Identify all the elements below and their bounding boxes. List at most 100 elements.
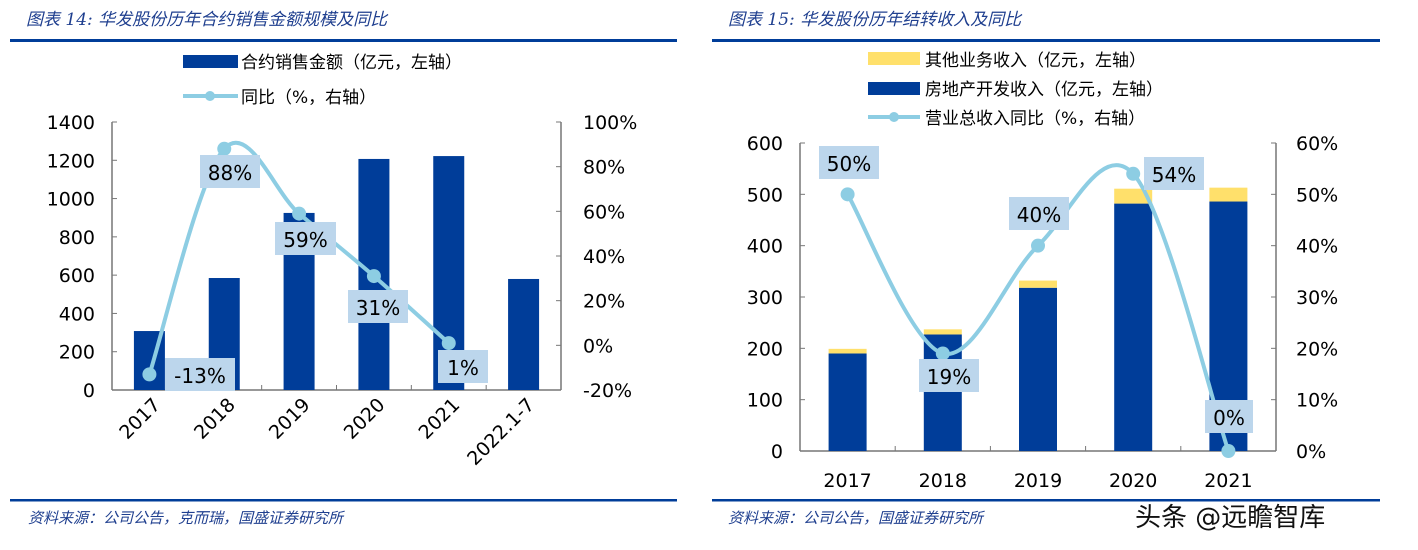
x-tick-label: 2020: [340, 394, 390, 444]
bar-2020: [1114, 188, 1153, 204]
source-rule-right: [712, 499, 1380, 502]
right-tick-label: 40%: [1296, 236, 1338, 258]
x-tick-label: 2020: [1109, 470, 1157, 492]
x-tick-label: 2022.1-7: [463, 394, 539, 470]
data-label-box: [1009, 197, 1069, 230]
data-label-box: [348, 290, 408, 323]
right-tick-label: 50%: [1296, 184, 1338, 206]
x-tick-label: 2021: [1204, 470, 1252, 492]
left-tick-label: 1000: [47, 189, 95, 211]
left-tick-label: 1200: [47, 150, 95, 172]
data-label-box: [438, 350, 488, 383]
x-tick-label: 2019: [1014, 470, 1062, 492]
watermark: 头条 @远瞻智库: [1135, 503, 1325, 533]
x-tick-label: 2018: [919, 470, 967, 492]
legend-label-realestate: 房地产开发收入（亿元，左轴）: [925, 80, 1163, 100]
data-label-box: [275, 222, 336, 255]
x-tick-label: 2018: [190, 394, 240, 444]
left-tick-label: 600: [59, 265, 95, 287]
right-tick-label: 30%: [1296, 287, 1338, 309]
data-label: 31%: [356, 296, 400, 320]
left-tick-label: 500: [747, 184, 783, 206]
data-label-box: [819, 146, 879, 179]
right-tick-label: 40%: [583, 246, 625, 268]
title-rule-right: [712, 39, 1380, 42]
right-tick-label: 60%: [583, 201, 625, 223]
data-label: 19%: [927, 365, 971, 389]
left-tick-label: 0: [771, 441, 783, 463]
bar-2018: [923, 329, 962, 335]
legend-swatch-realestate: [868, 82, 920, 95]
data-label-box: [1205, 400, 1253, 433]
left-tick-label: 600: [747, 133, 783, 155]
right-tick-label: 100%: [583, 112, 637, 134]
title-rule-left: [10, 39, 677, 42]
right-tick-label: 0%: [1296, 441, 1326, 463]
bar-2017: [828, 353, 867, 451]
chart-right: 0 100 200 300 400 500 600 0% 10% 20% 30% 40% 50% 60% 2…: [747, 133, 1339, 492]
data-label: -13%: [174, 364, 226, 388]
x-tick-label: 2019: [265, 394, 315, 444]
data-label-box: [165, 358, 235, 391]
source-left: 资料来源：公司公告，克而瑞，国盛证券研究所: [28, 509, 345, 527]
yoy-point-2021: [1221, 444, 1236, 458]
yoy-point-2019: [1031, 238, 1045, 253]
data-label: 50%: [827, 152, 871, 176]
right-tick-label: 0%: [583, 335, 613, 357]
yoy-point-2019: [292, 206, 307, 221]
right-tick-label: -20%: [583, 380, 632, 402]
legend-label-other: 其他业务收入（亿元，左轴）: [925, 51, 1146, 71]
data-label-box: [200, 155, 260, 188]
bar-2019: [1019, 287, 1057, 451]
bar-2019: [1019, 280, 1057, 288]
right-tick-label: 60%: [1296, 133, 1338, 155]
data-label: 1%: [447, 356, 479, 380]
data-label: 54%: [1152, 163, 1196, 187]
legend-marker-right: [889, 112, 899, 122]
yoy-point-2021: [441, 336, 456, 351]
left-tick-label: 400: [747, 236, 783, 258]
source-rule-left: [10, 499, 677, 502]
yoy-point-2018: [935, 346, 950, 361]
legend-label-total-yoy: 营业总收入同比（%，右轴）: [925, 109, 1145, 129]
legend-marker: [205, 91, 215, 101]
data-label: 59%: [283, 228, 327, 252]
left-tick-label: 200: [747, 338, 783, 360]
legend-label-sales: 合约销售金额（亿元，左轴）: [241, 53, 462, 73]
yoy-point-2018: [217, 141, 232, 156]
yoy-point-2020: [1126, 166, 1141, 181]
left-tick-label: 200: [59, 342, 95, 364]
right-tick-label: 10%: [1296, 390, 1338, 412]
data-label-box: [1144, 157, 1204, 190]
bar-2022.1-7: [508, 278, 540, 390]
bar-2021: [1209, 187, 1248, 202]
yoy-line: [845, 163, 1231, 452]
left-tick-label: 100: [747, 390, 783, 412]
yoy-point-2020: [366, 269, 381, 284]
chart-left: 0 200 400 600 800 1000 1200 1400 -20% 0% 20% 40% 60%…: [47, 112, 638, 470]
source-right: 资料来源：公司公告，国盛证券研究所: [728, 509, 985, 527]
chart-title-right: 图表 15: 华发股份历年结转收入及同比: [728, 10, 1023, 30]
yoy-point-2017: [142, 367, 157, 382]
legend-swatch-other: [868, 52, 920, 65]
x-tick-label: 2021: [415, 394, 465, 444]
legend-label-yoy: 同比（%，右轴）: [241, 88, 376, 108]
left-tick-label: 300: [747, 287, 783, 309]
right-tick-label: 80%: [583, 157, 625, 179]
bar-2017: [828, 348, 867, 354]
data-label: 0%: [1213, 406, 1245, 430]
data-label: 40%: [1017, 203, 1061, 227]
left-tick-label: 1400: [47, 112, 95, 134]
data-label-box: [919, 359, 979, 392]
right-tick-label: 20%: [583, 291, 625, 313]
data-label: 88%: [208, 161, 252, 185]
right-tick-label: 20%: [1296, 338, 1338, 360]
left-tick-label: 800: [59, 227, 95, 249]
x-tick-label: 2017: [115, 394, 165, 444]
yoy-point-2017: [840, 187, 855, 202]
left-tick-label: 400: [59, 303, 95, 325]
x-tick-label: 2017: [823, 470, 871, 492]
legend-swatch-bar: [183, 55, 238, 68]
left-tick-label: 0: [83, 380, 95, 402]
